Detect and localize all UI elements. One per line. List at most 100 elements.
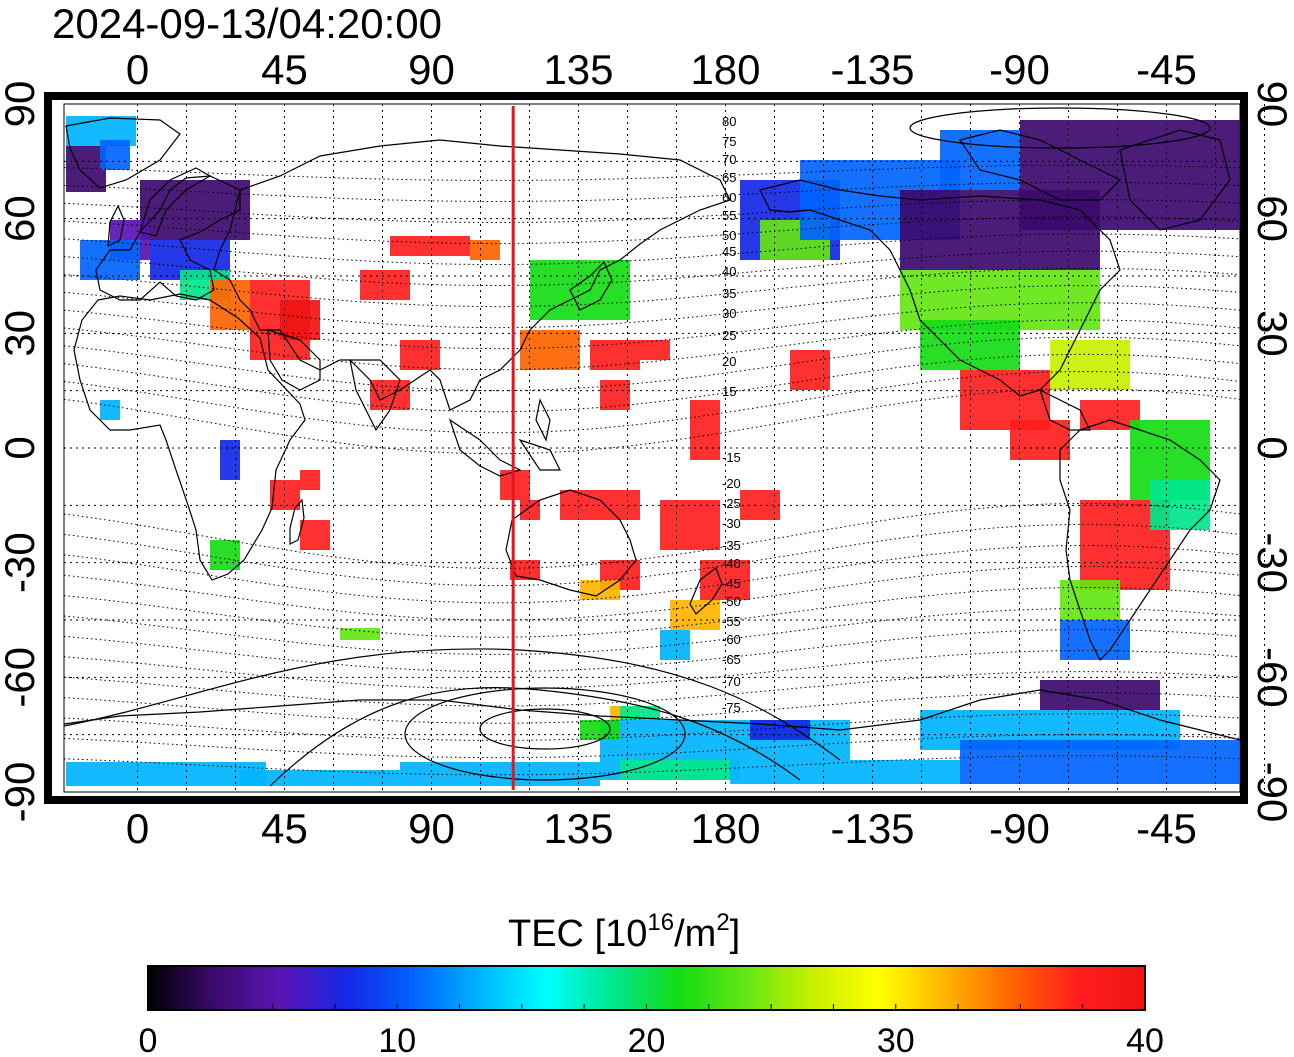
tec-cell — [600, 380, 630, 410]
left-latitude-label: -90 — [0, 762, 43, 823]
tec-cell — [66, 762, 266, 786]
right-latitude-label: 30 — [1249, 310, 1294, 357]
magnetic-latitude-line — [63, 692, 1241, 724]
tec-cell — [340, 628, 380, 640]
colorbar-tick-label: 10 — [378, 1022, 416, 1057]
bottom-longitude-labels: 0 45 90 135 180 -135 -90 -45 — [126, 805, 1197, 852]
top-longitude-label: 180 — [690, 46, 760, 93]
left-latitude-label: 30 — [0, 310, 43, 357]
magnetic-latitude-label: 65 — [722, 170, 736, 185]
tec-cell — [210, 280, 250, 330]
coastline-north-america — [759, 179, 1121, 397]
coastline-india — [349, 359, 401, 432]
magnetic-latitude-line — [63, 503, 1241, 569]
coastline-australia — [505, 489, 637, 597]
tec-cell — [1060, 620, 1130, 660]
left-latitude-label: 60 — [0, 195, 43, 242]
magnetic-latitude-label: -30 — [722, 516, 741, 531]
tec-cell — [140, 180, 250, 240]
colorbar-tick-label: 40 — [1126, 1022, 1164, 1057]
bottom-longitude-label: -135 — [830, 805, 914, 852]
tec-cell — [220, 440, 240, 480]
bottom-longitude-label: -45 — [1136, 805, 1197, 852]
magnetic-latitude-label: -15 — [722, 450, 741, 465]
coastline-uk — [107, 204, 125, 248]
south-pole-contour-mid — [404, 687, 686, 781]
colorbar-tick-labels: 0 10 20 30 40 — [139, 1022, 1164, 1057]
top-longitude-label: -45 — [1136, 46, 1197, 93]
magnetic-latitude-line — [63, 216, 1241, 244]
colorbar-tick-label: 0 — [139, 1022, 158, 1057]
tec-cell — [580, 720, 620, 740]
magnetic-latitude-line — [63, 388, 1241, 455]
magnetic-latitude-line — [63, 250, 1241, 286]
timestamp-label: 2024-09-13/04:20:00 — [52, 0, 442, 47]
magnetic-latitude-label: 45 — [722, 244, 736, 259]
magnetic-latitude-label: -35 — [722, 538, 741, 553]
magnetic-latitude-label: 60 — [722, 190, 736, 205]
tec-cell — [640, 340, 670, 360]
bottom-longitude-label: 90 — [408, 805, 455, 852]
coastline-japan — [569, 260, 613, 311]
coastline-greenland — [65, 117, 181, 189]
tec-cell — [530, 260, 630, 320]
tec-cell — [1040, 680, 1160, 710]
tec-cell — [100, 400, 120, 420]
coastline-asia — [213, 139, 731, 411]
magnetic-latitude-label: 25 — [722, 328, 736, 343]
tec-cell — [620, 706, 660, 720]
bottom-longitude-label: 135 — [543, 805, 613, 852]
tec-cell — [1020, 120, 1240, 230]
left-latitude-labels: 90 60 30 0 -30 -60 -90 — [0, 81, 43, 823]
magnetic-latitude-line — [63, 267, 1241, 308]
north-pole-contour — [909, 107, 1211, 149]
top-longitude-labels: 0 45 90 135 180 -135 -90 -45 — [126, 46, 1197, 93]
bottom-longitude-label: 45 — [261, 805, 308, 852]
top-longitude-label: 45 — [261, 46, 308, 93]
tec-cell — [940, 130, 1020, 190]
tec-cell — [390, 236, 470, 256]
magnetic-latitude-label: -45 — [722, 576, 741, 591]
tec-cell — [690, 400, 720, 460]
magnetic-latitude-label: 70 — [722, 152, 736, 167]
tec-cell — [730, 760, 960, 784]
magnetic-latitude-contours — [63, 164, 1241, 776]
tec-cell — [1050, 340, 1130, 390]
tec-cell — [750, 720, 810, 740]
magnetic-latitude-line — [63, 629, 1241, 673]
magnetic-latitude-label: -65 — [722, 652, 741, 667]
magnetic-latitude-label: -75 — [722, 700, 741, 715]
coastline-indonesia — [448, 398, 561, 477]
magnetic-latitude-line — [63, 285, 1241, 329]
magnetic-latitude-line — [63, 566, 1241, 621]
magnetic-latitude-line — [63, 713, 1241, 741]
magnetic-latitude-label: -60 — [722, 632, 741, 647]
coastline-europe — [95, 175, 241, 301]
magnetic-latitude-label: 20 — [722, 354, 736, 369]
tec-cell — [620, 760, 740, 780]
magnetic-latitude-line — [63, 336, 1241, 392]
magnetic-latitude-line — [63, 371, 1241, 434]
magnetic-latitude-line — [63, 650, 1241, 690]
magnetic-latitude-line — [63, 353, 1241, 413]
magnetic-latitude-line — [63, 233, 1241, 265]
tec-cell — [580, 580, 620, 600]
tec-cell — [300, 470, 320, 490]
south-pole-contour-outer — [63, 648, 841, 761]
coastline-south-america — [1059, 419, 1221, 662]
magnetic-latitude-label: 15 — [722, 384, 736, 399]
tec-cell — [960, 740, 1240, 784]
magnetic-latitude-line — [63, 671, 1241, 707]
tec-cell — [300, 520, 330, 550]
top-longitude-label: -90 — [989, 46, 1050, 93]
magnetic-latitude-label: 30 — [722, 306, 736, 321]
magnetic-latitude-label: 40 — [722, 264, 736, 279]
colorbar-tick-label: 20 — [628, 1022, 666, 1057]
tec-cell — [520, 500, 540, 520]
tec-cell — [400, 340, 440, 370]
magnetic-latitude-line — [63, 302, 1241, 350]
right-latitude-label: -60 — [1249, 647, 1294, 708]
left-latitude-label: 0 — [0, 436, 43, 459]
